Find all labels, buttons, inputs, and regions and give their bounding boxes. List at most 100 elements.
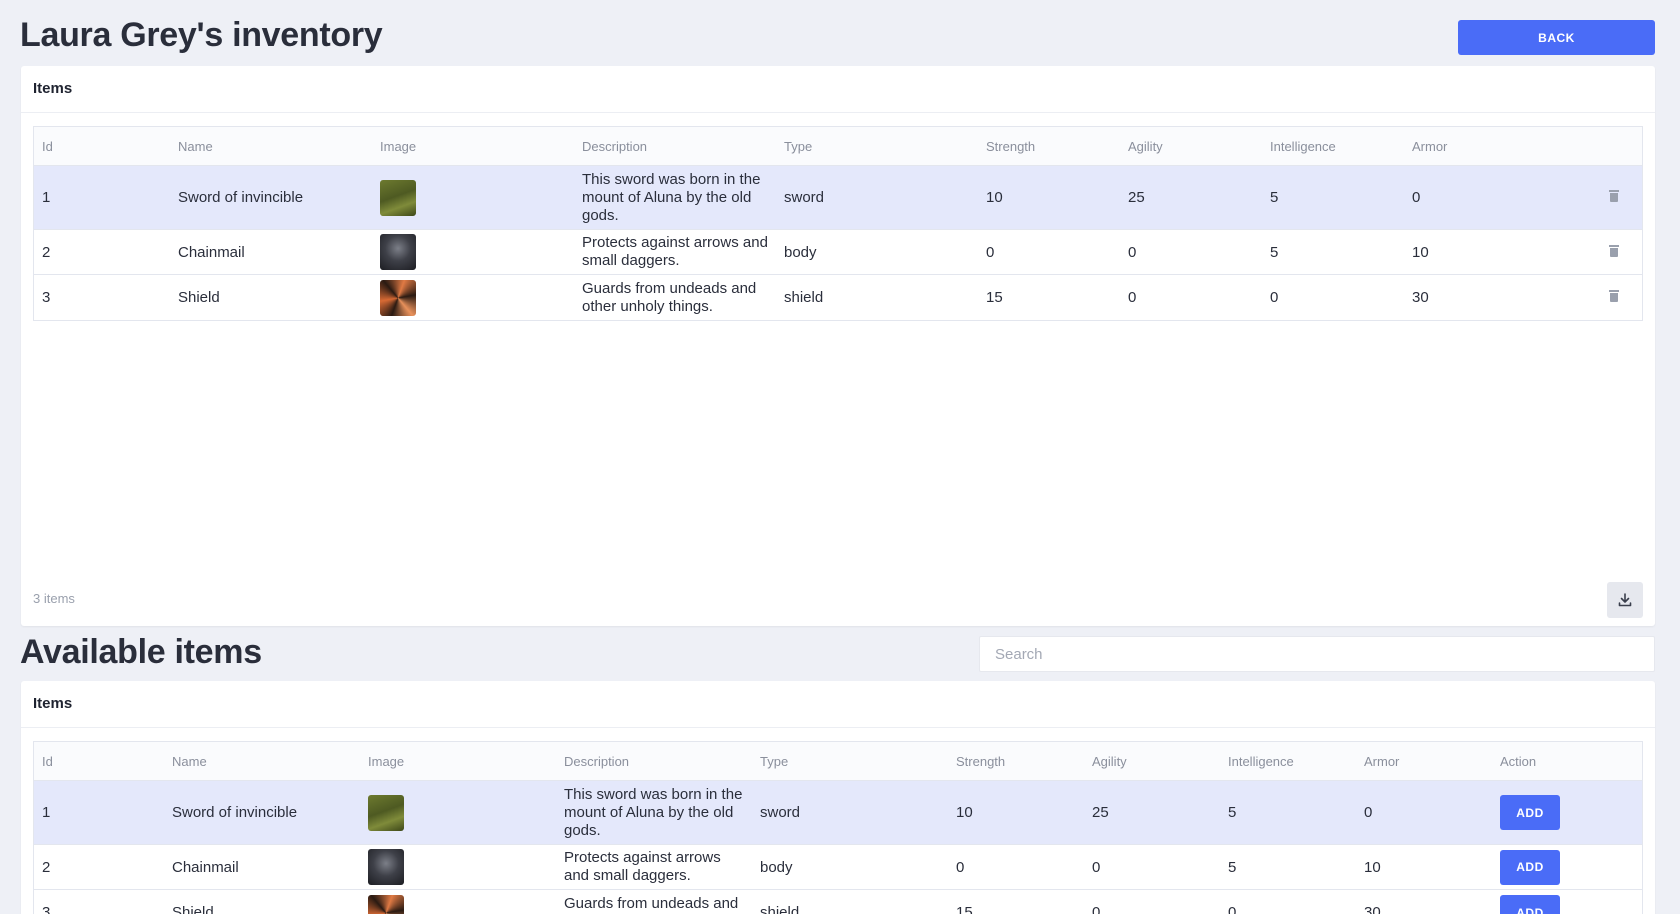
cell-name: Sword of invincible	[178, 189, 304, 206]
table-row[interactable]: 1 Sword of invincible This sword was born …	[34, 781, 1642, 845]
column-header: Name	[178, 138, 213, 154]
sword-thumbnail	[380, 179, 416, 216]
column-header: Id	[42, 138, 53, 154]
cell-name: Shield	[178, 289, 220, 306]
table-row[interactable]: 2 Chainmail Protects against arrows and sm…	[34, 230, 1642, 275]
column-header: Type	[760, 753, 789, 769]
cell-intelligence: 5	[1228, 858, 1237, 876]
cell-type: shield	[784, 289, 824, 306]
item-image	[372, 279, 574, 316]
cell-agility: 0	[1092, 904, 1101, 914]
cell-strength: 15	[956, 904, 973, 914]
cell-agility: 25	[1128, 189, 1145, 206]
table-row[interactable]: 2 Chainmail Protects against arrows and sm…	[34, 845, 1642, 890]
sword-thumbnail	[368, 794, 404, 831]
available-card: Items Id Name Image Description Type Strength…	[21, 681, 1655, 914]
item-image	[372, 179, 574, 216]
table-row[interactable]: 1 Sword of invincible This sword was born …	[34, 166, 1642, 230]
cell-name: Sword of invincible	[172, 804, 298, 821]
column-header: Strength	[986, 138, 1036, 154]
item-image	[360, 849, 556, 885]
add-button[interactable]: ADD	[1500, 795, 1560, 830]
cell-armor: 0	[1412, 189, 1421, 206]
chainmail-thumbnail	[368, 849, 404, 885]
column-header: Agility	[1092, 753, 1127, 769]
column-header: Description	[564, 753, 630, 769]
cell-armor: 30	[1412, 289, 1429, 306]
cell-id: 1	[42, 189, 51, 206]
cell-type: sword	[760, 804, 801, 821]
shield-thumbnail	[380, 279, 416, 316]
cell-intelligence: 5	[1270, 243, 1279, 261]
cell-armor: 10	[1364, 858, 1381, 876]
cell-intelligence: 0	[1270, 289, 1279, 306]
cell-action: ADD	[1492, 895, 1638, 914]
cell-intelligence: 0	[1228, 904, 1237, 914]
cell-id: 2	[42, 243, 51, 261]
cell-description: Guards from undeads and other unholy thi…	[564, 894, 739, 914]
cell-action: ADD	[1492, 795, 1638, 830]
cell-id: 3	[42, 289, 51, 306]
inventory-card-title: Items	[21, 66, 1655, 113]
cell-agility: 0	[1092, 858, 1101, 876]
column-header: Id	[42, 753, 53, 769]
cell-description: Guards from undeads and other unholy thi…	[582, 279, 757, 315]
available-table: Id Name Image Description Type Strength Agilit…	[33, 741, 1643, 914]
cell-armor: 30	[1364, 904, 1381, 914]
cell-description: This sword was born in the mount of Alun…	[582, 170, 761, 224]
cell-armor: 0	[1364, 804, 1373, 821]
page-title: Laura Grey's inventory	[20, 16, 383, 54]
cell-agility: 0	[1128, 289, 1137, 306]
column-header: Name	[172, 753, 207, 769]
add-button[interactable]: ADD	[1500, 895, 1560, 914]
trash-icon[interactable]	[1608, 190, 1620, 202]
trash-icon[interactable]	[1608, 290, 1620, 302]
column-header: Intelligence	[1270, 138, 1336, 154]
cell-strength: 10	[956, 804, 973, 821]
search-input[interactable]	[979, 636, 1655, 672]
shield-thumbnail	[368, 894, 404, 914]
items-count: 3 items	[33, 591, 75, 606]
column-header: Action	[1500, 753, 1537, 769]
cell-agility: 25	[1092, 804, 1109, 821]
inventory-card: Items Id Name Image Description Type Strength…	[21, 66, 1655, 626]
cell-action: ADD	[1492, 849, 1638, 885]
cell-description: Protects against arrows and small dagger…	[564, 849, 721, 884]
column-header: Description	[582, 138, 648, 154]
table-header: Id Name Image Description Type Strength Agilit…	[34, 742, 1642, 781]
cell-id: 3	[42, 904, 51, 914]
download-icon	[1618, 593, 1632, 607]
table-header: Id Name Image Description Type Strength Agilit…	[34, 127, 1642, 166]
column-header: Agility	[1128, 138, 1163, 154]
cell-name: Chainmail	[172, 858, 239, 876]
cell-description: This sword was born in the mount of Alun…	[564, 785, 743, 839]
cell-id: 2	[42, 858, 51, 876]
download-button[interactable]	[1607, 582, 1643, 618]
column-header: Armor	[1412, 138, 1448, 154]
item-image	[372, 234, 574, 270]
cell-name: Chainmail	[178, 243, 245, 261]
cell-intelligence: 5	[1228, 804, 1237, 821]
add-button[interactable]: ADD	[1500, 849, 1560, 885]
trash-icon[interactable]	[1608, 244, 1620, 257]
column-header: Strength	[956, 753, 1006, 769]
cell-strength: 0	[986, 243, 995, 261]
cell-strength: 0	[956, 858, 965, 876]
cell-armor: 10	[1412, 243, 1429, 261]
inventory-table: Id Name Image Description Type Strength Agilit…	[33, 126, 1643, 321]
cell-name: Shield	[172, 904, 214, 914]
item-image	[360, 894, 556, 914]
table-row[interactable]: 3 Shield Guards from undeads and other unh…	[34, 890, 1642, 914]
cell-description: Protects against arrows and small dagger…	[582, 234, 768, 269]
cell-id: 1	[42, 804, 51, 821]
cell-type: body	[760, 858, 793, 876]
column-header: Type	[784, 138, 813, 154]
back-button[interactable]: BACK	[1458, 20, 1655, 55]
cell-agility: 0	[1128, 243, 1137, 261]
item-image	[360, 794, 556, 831]
cell-strength: 10	[986, 189, 1003, 206]
cell-type: shield	[760, 904, 800, 914]
available-items-title: Available items	[20, 633, 262, 671]
cell-intelligence: 5	[1270, 189, 1279, 206]
table-row[interactable]: 3 Shield Guards from undeads and other unh…	[34, 275, 1642, 320]
